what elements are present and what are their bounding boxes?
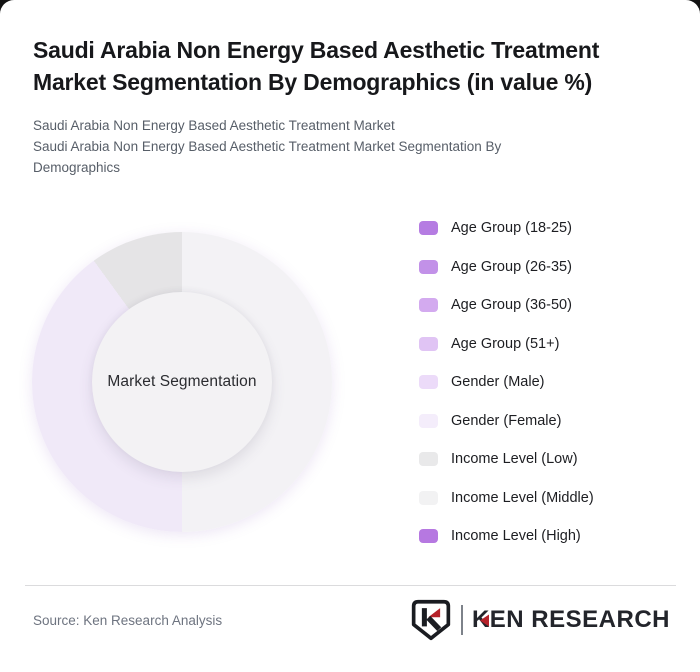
source-text: Source: Ken Research Analysis [33, 612, 223, 628]
legend-swatch [419, 413, 438, 428]
legend-swatch [419, 336, 438, 351]
legend-swatch [419, 259, 438, 274]
donut-chart-area: Market Segmentation [32, 232, 332, 532]
ken-research-badge-icon [411, 599, 451, 641]
legend: Age Group (18-25) Age Group (26-35) Age … [419, 220, 594, 544]
legend-item: Age Group (26-35) [419, 258, 594, 275]
legend-item: Age Group (51+) [419, 335, 594, 352]
logo-wordmark-wrap: KEN RESEARCH [472, 606, 670, 634]
legend-item: Gender (Male) [419, 374, 594, 390]
legend-label: Income Level (High) [451, 528, 581, 544]
logo-wordmark: KEN RESEARCH [471, 606, 670, 633]
legend-label: Age Group (51+) [451, 335, 560, 352]
legend-item: Income Level (Low) [419, 451, 594, 467]
legend-label: Gender (Male) [451, 374, 545, 390]
legend-label: Gender (Female) [451, 412, 562, 429]
legend-item: Income Level (Middle) [419, 489, 594, 506]
legend-swatch [419, 298, 438, 312]
header: Saudi Arabia Non Energy Based Aesthetic … [0, 0, 700, 178]
legend-label: Income Level (Low) [451, 451, 578, 467]
legend-label: Age Group (18-25) [451, 220, 572, 236]
legend-swatch [419, 221, 438, 235]
legend-label: Age Group (36-50) [451, 297, 572, 313]
footer-divider [25, 585, 676, 586]
logo-separator [460, 605, 463, 635]
subtitle-line-2: Saudi Arabia Non Energy Based Aesthetic … [33, 139, 502, 175]
subtitle-block: Saudi Arabia Non Energy Based Aesthetic … [33, 115, 667, 178]
page-title: Saudi Arabia Non Energy Based Aesthetic … [33, 37, 600, 95]
legend-swatch [419, 452, 438, 466]
legend-label: Income Level (Middle) [451, 489, 594, 506]
footer: Source: Ken Research Analysis KEN RESEAR… [33, 598, 670, 642]
ken-research-logo: KEN RESEARCH [410, 599, 670, 641]
legend-label: Age Group (26-35) [451, 258, 572, 275]
legend-swatch [419, 375, 438, 389]
legend-item: Gender (Female) [419, 412, 594, 429]
subtitle-line-1: Saudi Arabia Non Energy Based Aesthetic … [33, 118, 395, 133]
legend-item: Age Group (18-25) [419, 220, 594, 236]
legend-swatch [419, 529, 438, 543]
legend-item: Income Level (High) [419, 528, 594, 544]
legend-swatch [419, 490, 438, 505]
donut-center-label: Market Segmentation [107, 373, 257, 390]
donut-hole: Market Segmentation [92, 292, 272, 472]
legend-item: Age Group (36-50) [419, 297, 594, 313]
wordmark-red-triangle-icon [479, 614, 489, 627]
